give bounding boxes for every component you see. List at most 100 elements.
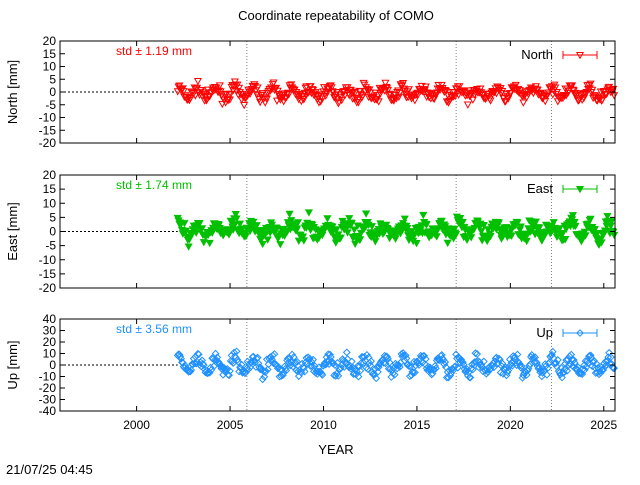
data-point xyxy=(530,358,539,366)
data-point xyxy=(473,350,481,358)
data-point xyxy=(371,238,380,246)
data-point xyxy=(598,96,607,104)
data-point xyxy=(326,350,334,359)
data-point xyxy=(262,367,270,376)
data-point xyxy=(386,91,395,99)
x-tick-label: 2000 xyxy=(123,418,150,432)
data-point xyxy=(366,89,375,97)
legend-north: North xyxy=(521,47,598,62)
series-up xyxy=(173,347,619,384)
data-point xyxy=(347,220,356,228)
data-point xyxy=(268,355,276,364)
legend-label: East xyxy=(527,181,553,196)
data-point xyxy=(237,360,246,369)
data-point xyxy=(323,215,332,223)
data-point xyxy=(586,351,595,360)
x-tick-label: 2020 xyxy=(497,418,524,432)
data-point xyxy=(199,239,208,247)
data-point xyxy=(568,212,578,220)
data-point xyxy=(293,225,302,233)
x-tick-label: 2010 xyxy=(310,418,337,432)
data-point xyxy=(356,366,365,375)
data-point xyxy=(571,222,580,231)
data-point xyxy=(241,233,250,241)
data-point xyxy=(298,233,308,241)
data-point xyxy=(331,361,339,369)
data-point xyxy=(184,243,193,251)
data-point xyxy=(314,99,324,107)
data-point xyxy=(256,98,265,107)
data-point xyxy=(431,92,440,100)
data-point xyxy=(283,354,292,363)
series-north xyxy=(173,77,619,110)
data-point xyxy=(421,83,430,91)
data-point xyxy=(412,240,421,248)
data-point xyxy=(479,357,488,366)
data-point xyxy=(494,219,504,227)
data-point xyxy=(240,101,249,110)
data-point xyxy=(483,365,492,374)
data-point xyxy=(452,231,461,239)
data-point xyxy=(486,97,495,105)
data-point xyxy=(465,373,474,382)
data-point xyxy=(289,353,298,361)
data-point xyxy=(199,361,208,370)
data-point xyxy=(560,92,569,101)
data-point xyxy=(299,364,308,372)
data-point xyxy=(477,228,486,236)
data-point xyxy=(471,349,480,358)
data-point xyxy=(451,92,460,101)
data-point xyxy=(371,89,380,97)
data-point xyxy=(594,363,603,372)
data-point xyxy=(610,364,619,373)
data-point xyxy=(410,97,419,105)
data-point xyxy=(607,218,616,226)
data-point xyxy=(263,236,272,244)
timestamp: 21/07/25 04:45 xyxy=(6,462,93,477)
data-point xyxy=(272,97,282,105)
data-point xyxy=(373,367,382,376)
data-point xyxy=(374,98,383,106)
legend-label: Up xyxy=(536,325,553,340)
data-point xyxy=(447,94,456,102)
data-point xyxy=(225,96,234,104)
data-point xyxy=(603,213,612,221)
data-point xyxy=(586,215,595,224)
data-point xyxy=(365,359,374,367)
data-point xyxy=(218,100,227,109)
data-point xyxy=(404,86,414,94)
data-point xyxy=(543,364,552,373)
data-point xyxy=(457,355,466,364)
data-point xyxy=(542,370,551,379)
data-point xyxy=(351,94,361,103)
data-point xyxy=(597,239,606,247)
y-tick-label: 5 xyxy=(49,210,56,224)
data-point xyxy=(610,231,619,240)
y-tick-label: 20 xyxy=(43,168,57,182)
data-point xyxy=(260,372,269,381)
data-point xyxy=(372,374,381,383)
data-point xyxy=(268,351,277,360)
data-point xyxy=(304,209,313,217)
data-point xyxy=(253,84,262,92)
data-point xyxy=(581,232,590,240)
std-label: std ± 1.19 mm xyxy=(116,44,192,58)
data-point xyxy=(562,356,571,365)
y-axis-label: East [mm] xyxy=(5,202,20,261)
data-point xyxy=(462,236,472,245)
data-point xyxy=(570,218,579,227)
data-point xyxy=(552,359,561,367)
data-point xyxy=(390,370,399,379)
data-point xyxy=(285,210,294,218)
data-point xyxy=(389,97,398,105)
data-point xyxy=(420,352,429,360)
data-point xyxy=(553,356,562,364)
y-tick-label: -10 xyxy=(39,370,57,384)
data-point xyxy=(456,214,465,223)
y-tick-label: 0 xyxy=(49,225,56,239)
data-point xyxy=(366,361,375,370)
data-point xyxy=(590,226,599,234)
data-point xyxy=(192,229,201,237)
data-point xyxy=(476,85,485,93)
data-point xyxy=(345,215,354,223)
